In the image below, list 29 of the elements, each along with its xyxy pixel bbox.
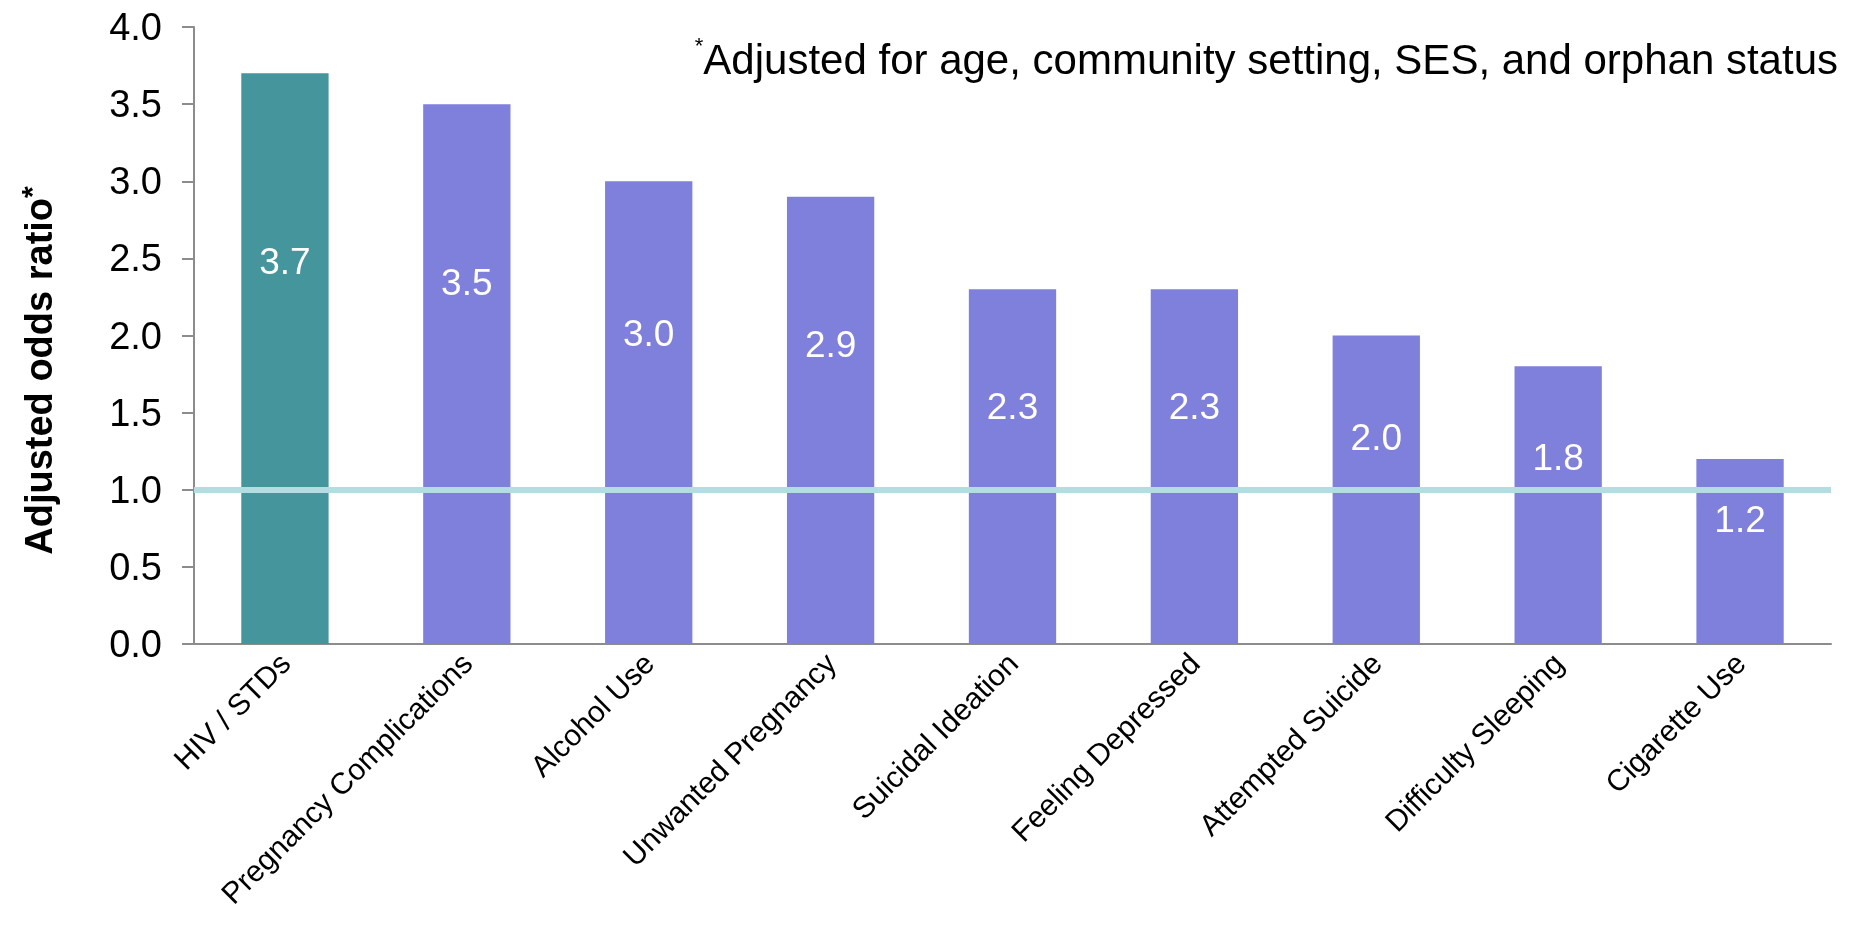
y-tick-label: 2.5 (109, 237, 162, 280)
bar (241, 73, 329, 644)
bar (786, 196, 875, 644)
y-tick-label: 1.5 (109, 391, 162, 434)
bar (1514, 366, 1602, 644)
y-tick-label: 3.0 (109, 160, 162, 203)
y-tick-label: 1.0 (109, 468, 162, 511)
bar (1696, 458, 1784, 644)
annotation: *Adjusted for age, community setting, SES, and orphan status (694, 32, 1838, 83)
data-label: 3.7 (259, 241, 311, 283)
y-tick-label: 0.0 (109, 623, 162, 665)
data-label: 3.5 (441, 261, 493, 303)
bar (1332, 335, 1420, 644)
data-label: 2.0 (1350, 416, 1402, 458)
data-label: 1.2 (1714, 499, 1766, 541)
bar (423, 104, 511, 644)
y-tick-label: 3.5 (109, 83, 162, 126)
y-tick-label: 0.5 (109, 545, 162, 588)
bar (968, 289, 1057, 644)
data-label: 2.9 (804, 323, 857, 365)
data-label: 2.3 (986, 385, 1039, 427)
bar (1150, 289, 1239, 644)
data-label: 3.0 (623, 313, 675, 355)
data-label: 2.3 (1168, 385, 1221, 427)
bar (605, 181, 693, 644)
y-axis-title: Adjusted odds ratio* (14, 185, 60, 555)
y-tick-label: 4.0 (109, 6, 162, 48)
data-label: 1.8 (1532, 437, 1584, 479)
y-tick-label: 2.0 (109, 314, 162, 357)
